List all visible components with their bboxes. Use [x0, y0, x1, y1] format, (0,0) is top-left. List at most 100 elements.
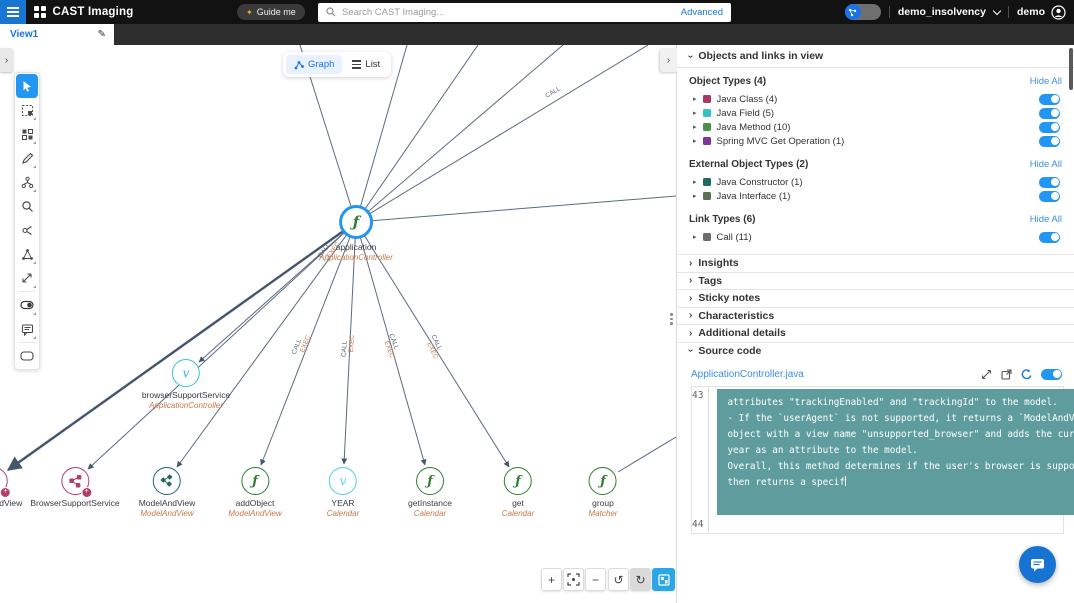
expand-caret-icon[interactable]: ▸: [693, 193, 697, 200]
search-input[interactable]: [342, 6, 675, 18]
zoom-in-button[interactable]: +: [541, 568, 562, 591]
section-objects-links[interactable]: › Objects and links in view: [677, 45, 1074, 68]
section-sticky-notes[interactable]: › Sticky notes: [677, 289, 1074, 307]
user-menu[interactable]: demo: [1017, 4, 1066, 20]
node-addobject[interactable]: ƒ addObject ModelAndView: [228, 467, 282, 518]
panel-scrollbar[interactable]: [1069, 48, 1073, 90]
node-browsersupportservice-field[interactable]: v browserSupportService ApplicationContr…: [142, 359, 230, 410]
node-year[interactable]: v YEAR Calendar: [327, 467, 359, 518]
add-objects-tool[interactable]: [16, 122, 38, 146]
type-row-java-class[interactable]: ▸ Java Class (4): [689, 92, 1062, 106]
minimap-button[interactable]: [652, 568, 675, 591]
application-selector[interactable]: demo_insolvency: [898, 6, 986, 18]
expand-caret-icon[interactable]: ▸: [693, 138, 697, 145]
graph-canvas[interactable]: CALL EXEC CALL EXEC CALL EXEC CALL EXEC …: [0, 45, 676, 603]
left-panel-expander[interactable]: ›: [0, 48, 13, 72]
expand-caret-icon[interactable]: ▸: [693, 110, 697, 117]
open-in-new-icon[interactable]: [1001, 368, 1012, 380]
source-file-link[interactable]: ApplicationController.java: [691, 368, 804, 380]
type-row-java-interface[interactable]: ▸ Java Interface (1): [689, 189, 1062, 203]
panel-collapse-button[interactable]: ›: [660, 48, 677, 72]
objects-grid-icon: [21, 128, 33, 140]
minimap-icon: [657, 573, 670, 586]
type-row-call[interactable]: ▸ Call (11): [689, 230, 1062, 244]
ai-summary-icon[interactable]: [1021, 368, 1032, 380]
select-tool[interactable]: [16, 74, 38, 98]
type-row-java-field[interactable]: ▸ Java Field (5): [689, 106, 1062, 120]
zoom-select-tool[interactable]: [16, 194, 38, 218]
visibility-toggle[interactable]: [1039, 121, 1060, 133]
guide-me-label: Guide me: [256, 7, 296, 17]
section-insights[interactable]: › Insights: [677, 254, 1074, 272]
visibility-toggle[interactable]: [1039, 135, 1060, 147]
graph-view-button[interactable]: Graph: [286, 55, 343, 74]
java-field-icon: v: [171, 359, 200, 387]
hide-all-link-types[interactable]: Hide All: [1029, 214, 1062, 225]
node-modelandview-class[interactable]: + ModelAndView: [0, 467, 22, 508]
shape-tool[interactable]: [16, 344, 38, 368]
node-getinstance[interactable]: ƒ getInstance Calendar: [408, 467, 452, 518]
hamburger-menu-icon[interactable]: [0, 0, 26, 24]
node-get[interactable]: ƒ get Calendar: [502, 467, 534, 518]
type-row-java-method[interactable]: ▸ Java Method (10): [689, 120, 1062, 134]
node-modelandview-constructor[interactable]: ModelAndView ModelAndView: [139, 467, 195, 518]
java-method-icon: ƒ: [504, 467, 532, 495]
panel-resize-handle[interactable]: [670, 313, 673, 325]
divider: [888, 6, 890, 18]
graph-mode-toggle[interactable]: [844, 4, 881, 20]
advanced-search-link[interactable]: Advanced: [680, 6, 723, 18]
section-source-code[interactable]: › Source code: [677, 341, 1074, 360]
expand-caret-icon[interactable]: ▸: [693, 124, 697, 131]
section-additional-details[interactable]: › Additional details: [677, 324, 1074, 342]
draw-link-tool[interactable]: [16, 146, 38, 170]
chevron-down-icon: ›: [685, 54, 697, 58]
search-icon: [326, 7, 336, 17]
expand-caret-icon[interactable]: ▸: [693, 96, 697, 103]
triangle-nodes-icon: [21, 248, 33, 260]
hide-all-object-types[interactable]: Hide All: [1029, 76, 1062, 87]
tab-view1[interactable]: View1 ✎: [0, 24, 114, 45]
node-application[interactable]: ƒ application ApplicationController: [319, 205, 393, 262]
node-badge[interactable]: +: [0, 487, 11, 498]
node-group[interactable]: ƒ group Matcher: [589, 467, 617, 518]
toggle-icon: [20, 300, 34, 310]
chevron-down-icon[interactable]: [992, 6, 1002, 15]
ai-summary-toggle[interactable]: [1041, 368, 1062, 380]
brand: CAST Imaging: [34, 0, 134, 24]
node-browsersupportservice-class[interactable]: + BrowserSupportService: [30, 467, 120, 508]
toggle-visibility-tool[interactable]: [16, 293, 38, 317]
fit-to-screen-button[interactable]: [563, 568, 584, 591]
visibility-toggle[interactable]: [1039, 107, 1060, 119]
type-row-java-constructor[interactable]: ▸ Java Constructor (1): [689, 175, 1062, 189]
section-tags[interactable]: › Tags: [677, 271, 1074, 290]
types-body: Object Types (4) Hide All ▸ Java Class (…: [677, 68, 1074, 254]
section-characteristics[interactable]: › Characteristics: [677, 306, 1074, 325]
expand-caret-icon[interactable]: ▸: [693, 234, 697, 241]
code-viewer[interactable]: 43 44 attributes "trackingEnabled" and "…: [691, 386, 1074, 534]
annotation-tool[interactable]: [16, 317, 38, 341]
resize-tool[interactable]: [16, 266, 38, 290]
link-path-tool[interactable]: [16, 218, 38, 242]
hierarchy-layout-tool[interactable]: [16, 170, 38, 194]
list-view-button[interactable]: List: [344, 55, 388, 74]
visibility-toggle[interactable]: [1039, 176, 1060, 188]
redo-button[interactable]: ↻: [630, 568, 651, 591]
auto-layout-tool[interactable]: [16, 242, 38, 266]
node-badge[interactable]: +: [80, 487, 92, 498]
zoom-out-button[interactable]: −: [585, 568, 606, 591]
expand-caret-icon[interactable]: ▸: [693, 179, 697, 186]
visibility-toggle[interactable]: [1039, 231, 1060, 243]
visibility-toggle[interactable]: [1039, 93, 1060, 105]
marquee-select-tool[interactable]: [16, 98, 38, 122]
guide-me-button[interactable]: ✦ Guide me: [237, 4, 305, 20]
hide-all-external-types[interactable]: Hide All: [1029, 159, 1062, 170]
visibility-toggle[interactable]: [1039, 190, 1060, 202]
expand-icon[interactable]: [981, 369, 992, 380]
user-avatar-icon: [1051, 4, 1066, 20]
chat-assistant-button[interactable]: [1019, 546, 1056, 583]
type-row-spring-mvc-get[interactable]: ▸ Spring MVC Get Operation (1): [689, 134, 1062, 148]
object-types-header: Object Types (4) Hide All: [689, 76, 1062, 87]
edit-view-icon[interactable]: ✎: [97, 29, 106, 40]
undo-button[interactable]: ↺: [608, 568, 629, 591]
graph-edges: [7, 45, 676, 473]
